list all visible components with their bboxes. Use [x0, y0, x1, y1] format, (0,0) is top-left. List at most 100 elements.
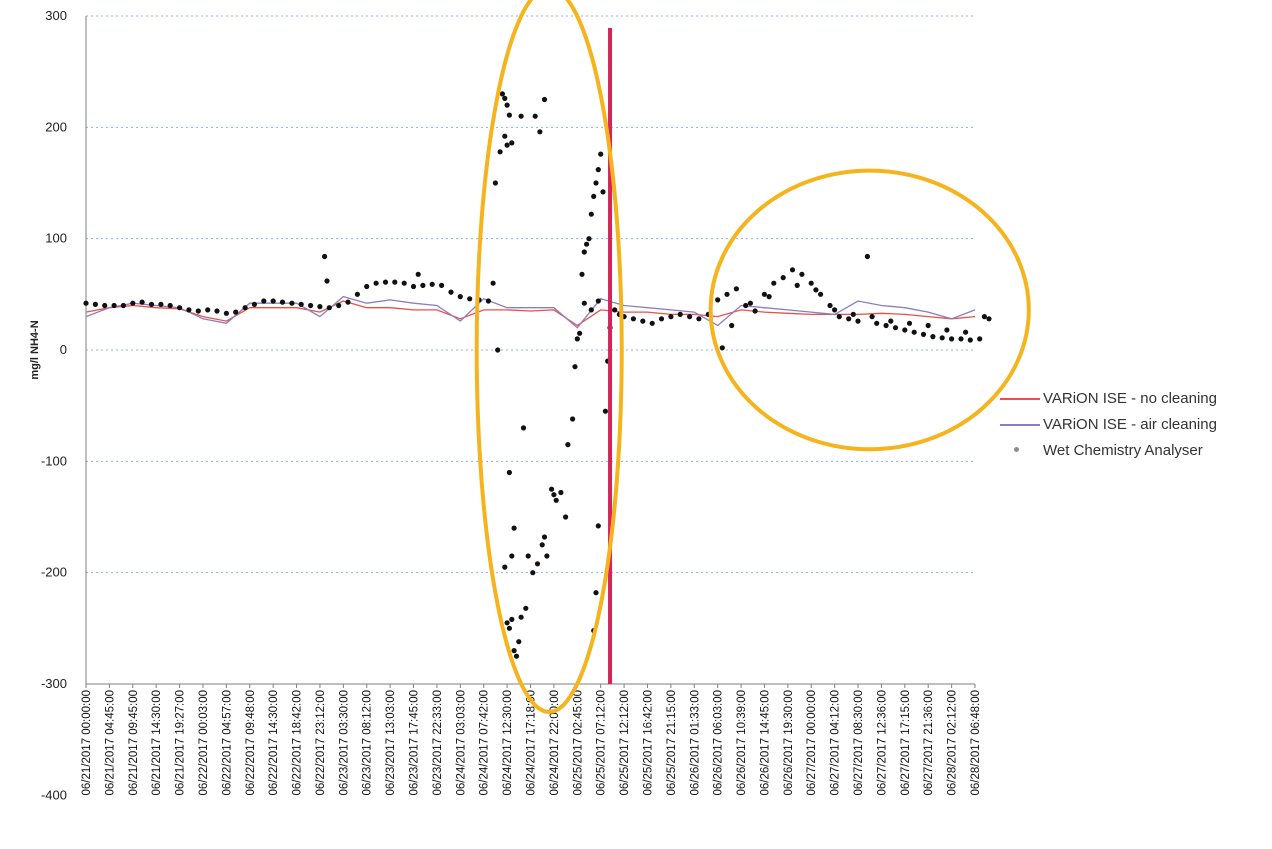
wet-chemistry-point: [906, 320, 913, 326]
wet-chemistry-point: [504, 142, 510, 148]
wet-chemistry-point: [537, 129, 543, 135]
wet-chemistry-point: [920, 331, 927, 337]
x-tick-label: 06/27/2017 08:30:00: [853, 690, 865, 796]
wet-chemistry-point: [565, 442, 571, 448]
legend-item-no-cleaning: VARiON ISE - no cleaning: [1000, 385, 1217, 411]
wet-chemistry-point: [308, 302, 314, 309]
wet-chemistry-point: [511, 648, 517, 654]
wet-chemistry-point: [869, 314, 875, 320]
wet-chemistry-point: [911, 329, 917, 335]
wet-chemistry-point: [497, 149, 503, 155]
wet-chemistry-point: [577, 330, 583, 336]
x-tick-label: 06/25/2017 02:45:00: [572, 690, 584, 796]
wet-chemistry-point: [677, 311, 683, 317]
wet-chemistry-point: [511, 525, 517, 531]
wet-chemistry-point: [794, 282, 800, 288]
x-tick-label: 06/25/2017 16:42:00: [642, 690, 654, 796]
x-tick-label: 06/23/2017 13:03:00: [385, 690, 397, 796]
wet-chemistry-point: [724, 291, 730, 297]
series-lines: [85, 295, 976, 329]
wet-chemistry-point: [658, 316, 665, 322]
wet-chemistry-point: [939, 335, 945, 341]
wet-chemistry-point: [572, 364, 578, 370]
wet-chemistry-point: [504, 620, 510, 626]
wet-chemistry-point: [467, 296, 473, 302]
wet-chemistry-point: [846, 316, 852, 322]
x-tick-label: 06/27/2017 00:00:00: [806, 690, 818, 796]
wet-chemistry-point: [506, 112, 512, 118]
wet-chemistry-point: [593, 590, 599, 596]
wet-chemistry-point: [593, 180, 599, 186]
wet-chemistry-point: [864, 253, 871, 260]
wet-chemistry-point: [766, 294, 772, 300]
y-tick-label: 200: [45, 119, 67, 134]
wet-chemistry-point: [382, 279, 389, 285]
wet-chemistry-point: [743, 302, 749, 309]
wet-chemistry-point: [586, 236, 592, 242]
y-tick-label: -300: [41, 676, 67, 691]
x-axis: 06/21/2017 00:00:00 06/21/2017 04:45:00 06…: [81, 684, 982, 796]
x-tick-label: 06/27/2017 04:12:00: [830, 690, 842, 796]
wet-chemistry-point: [883, 322, 889, 329]
wet-chemistry-point: [373, 280, 379, 286]
wet-chemistry-point: [925, 322, 931, 329]
wet-chemistry-point: [649, 320, 655, 326]
wet-chemistry-point: [813, 287, 819, 293]
wet-chemistry-point: [214, 308, 220, 314]
x-tick-label: 06/24/2017 03:03:00: [455, 690, 467, 796]
wet-chemistry-point: [579, 271, 585, 277]
wet-chemistry-point: [630, 316, 637, 322]
y-tick-label: 100: [45, 231, 67, 246]
wet-chemistry-point: [195, 308, 201, 314]
wet-chemistry-point: [696, 316, 702, 322]
wet-chemistry-point: [539, 542, 545, 548]
wet-chemistry-point: [963, 329, 969, 335]
wet-chemistry-point: [502, 95, 508, 101]
y-tick-label: 0: [60, 342, 67, 357]
wet-chemistry-point: [544, 553, 550, 559]
x-tick-label: 06/27/2017 21:36:00: [923, 690, 935, 796]
x-tick-label: 06/26/2017 01:33:00: [689, 690, 701, 796]
wet-chemistry-point: [518, 614, 524, 620]
annotations: [474, 0, 1031, 714]
wet-chemistry-point: [270, 298, 276, 304]
wet-chemistry-point: [780, 275, 786, 281]
wet-chemistry-point: [345, 299, 351, 305]
wet-chemistry-point: [600, 189, 606, 195]
x-tick-label: 06/26/2017 19:30:00: [783, 690, 795, 796]
wet-chemistry-point: [832, 307, 838, 313]
wet-chemistry-point: [148, 301, 155, 307]
x-tick-label: 06/23/2017 22:33:00: [432, 690, 444, 796]
highlight-ellipse: [474, 0, 624, 714]
wet-chemistry-point: [850, 311, 856, 317]
x-tick-label: 06/22/2017 23:12:00: [315, 690, 327, 796]
wet-chemistry-point: [504, 102, 510, 108]
legend-label: VARiON ISE - air cleaning: [1043, 415, 1217, 433]
wet-chemistry-point: [392, 279, 398, 285]
wet-chemistry-point: [354, 291, 360, 297]
y-axis-label: mg/l NH4-N: [29, 320, 41, 379]
x-tick-label: 06/22/2017 00:03:00: [198, 690, 210, 796]
wet-chemistry-point: [752, 308, 758, 314]
legend-label: Wet Chemistry Analyser: [1043, 441, 1203, 459]
wet-chemistry-point: [902, 327, 908, 333]
wet-chemistry-point: [808, 280, 814, 286]
wet-chemistry-point: [818, 291, 824, 297]
wet-chemistry-point: [553, 497, 559, 503]
wet-chemistry-point: [525, 553, 531, 559]
wet-chemistry-point: [595, 167, 601, 173]
wet-chemistry-point: [495, 347, 501, 353]
wet-chemistry-point: [429, 281, 435, 287]
legend-swatch-air-cleaning: [1000, 417, 1040, 431]
wet-chemistry-point: [715, 297, 721, 303]
wet-chemistry-point: [448, 289, 454, 295]
wet-chemistry-point: [640, 318, 646, 324]
x-tick-label: 06/21/2017 19:27:00: [175, 690, 187, 796]
wet-chemistry-point: [687, 314, 693, 320]
x-tick-label: 06/24/2017 12:30:00: [502, 690, 514, 796]
wet-chemistry-point: [415, 271, 421, 277]
wet-chemistry-point: [977, 336, 983, 342]
x-tick-label: 06/24/2017 07:42:00: [479, 690, 491, 796]
wet-chemistry-point: [958, 336, 964, 342]
legend: VARiON ISE - no cleaning VARiON ISE - ai…: [1000, 385, 1217, 463]
